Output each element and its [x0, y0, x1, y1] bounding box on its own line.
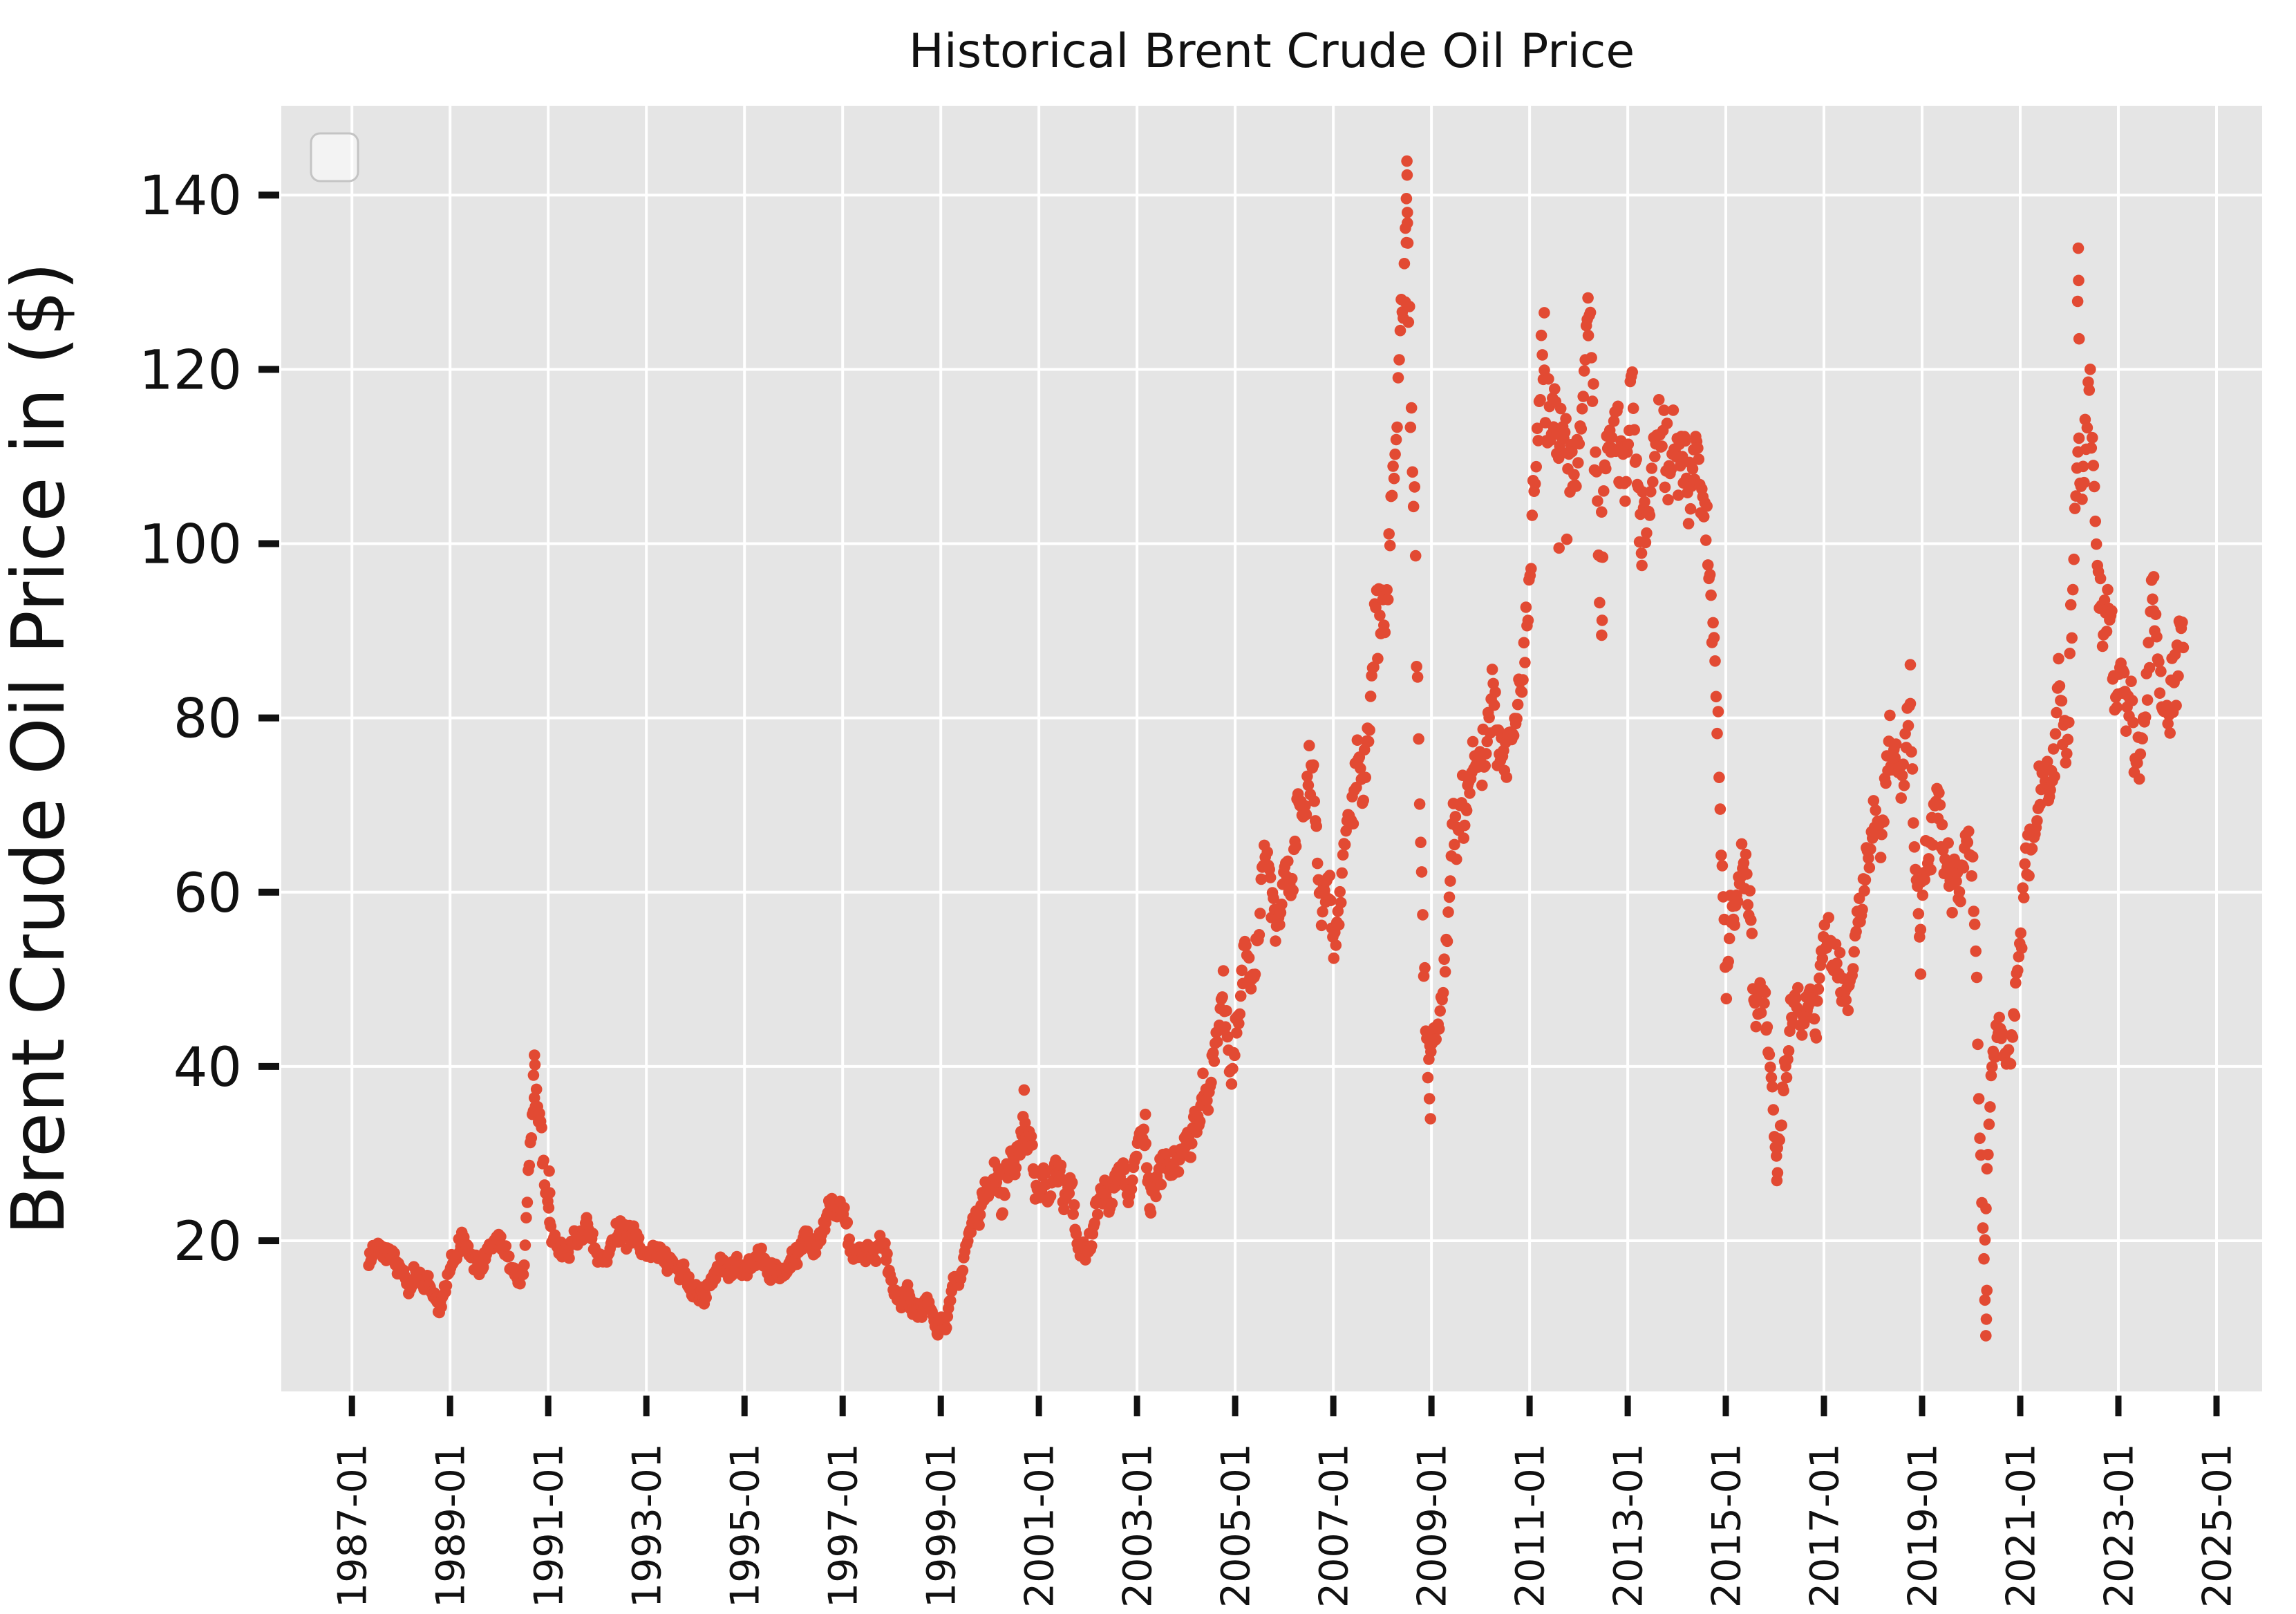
- x-tick-label: 2009-01: [1410, 1443, 1456, 1608]
- tick-labels: 20 40 60 80 100 120 140 1987-01 1989-01 1991-01 19…: [139, 165, 2240, 1608]
- chart-title: Historical Brent Crude Oil Price: [909, 24, 1635, 79]
- x-tick-label: 2019-01: [1901, 1443, 1946, 1608]
- y-tick-label: 140: [139, 165, 242, 227]
- y-tick-label: 40: [173, 1037, 242, 1099]
- x-tick-label: 2005-01: [1214, 1443, 1259, 1608]
- x-tick-label: 1989-01: [429, 1443, 474, 1608]
- x-tick-label: 2025-01: [2195, 1443, 2241, 1608]
- x-tick-label: 1997-01: [821, 1443, 867, 1608]
- plot-area: [281, 106, 2262, 1391]
- gridlines: [281, 106, 2262, 1391]
- y-axis-label: Brent Crude Oil Price in ($): [0, 262, 81, 1235]
- tick-marks: [258, 191, 2220, 1416]
- x-tick-label: 2001-01: [1017, 1443, 1063, 1608]
- x-tick-label: 1995-01: [723, 1443, 769, 1608]
- x-tick-label: 2021-01: [1999, 1443, 2044, 1608]
- x-tick-label: 1993-01: [625, 1443, 670, 1608]
- y-tick-label: 60: [173, 863, 242, 925]
- x-tick-label: 1999-01: [919, 1443, 965, 1608]
- x-tick-label: 1987-01: [330, 1443, 376, 1608]
- y-tick-label: 100: [139, 514, 242, 576]
- x-tick-label: 2023-01: [2097, 1443, 2143, 1608]
- y-tick-label: 20: [173, 1211, 242, 1273]
- x-tick-label: 2017-01: [1803, 1443, 1848, 1608]
- x-tick-label: 2011-01: [1508, 1443, 1554, 1608]
- x-tick-label: 2007-01: [1312, 1443, 1357, 1608]
- x-tick-label: 1991-01: [527, 1443, 572, 1608]
- x-tick-label: 2013-01: [1606, 1443, 1652, 1608]
- y-tick-label: 80: [173, 688, 242, 751]
- data-points: [363, 155, 2190, 1342]
- x-tick-label: 2003-01: [1116, 1443, 1161, 1608]
- legend-box: [310, 132, 359, 182]
- x-tick-label: 2015-01: [1704, 1443, 1750, 1608]
- y-tick-label: 120: [139, 339, 242, 402]
